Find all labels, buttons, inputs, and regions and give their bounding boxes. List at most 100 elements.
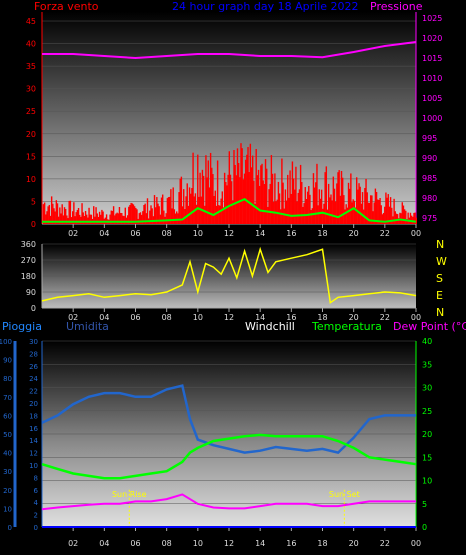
right-tick-label: 1025: [422, 14, 442, 23]
wind-bar: [185, 196, 187, 224]
sun-marker-label: Sun Rise: [112, 490, 147, 499]
wind-bar: [114, 215, 116, 224]
x-tick-label: 10: [193, 539, 203, 548]
wind-bar: [93, 206, 95, 224]
wind-bar: [48, 204, 51, 224]
wind-bar: [45, 214, 47, 224]
humidity-tick-label: 0: [8, 524, 12, 532]
wind-bar: [393, 198, 395, 224]
wind-bar: [95, 207, 97, 224]
wind-bar: [70, 217, 73, 224]
right-tick-label: 990: [422, 154, 437, 163]
wind-bar: [246, 154, 248, 224]
x-tick-label: 00: [411, 313, 421, 322]
wind-bar: [282, 182, 284, 224]
wind-bar: [229, 174, 232, 224]
wind-bar: [269, 183, 271, 224]
rain-tick-label: 6: [34, 487, 39, 495]
rain-tick-label: 24: [29, 375, 38, 383]
wind-bar: [285, 200, 288, 224]
wind-bar: [64, 208, 67, 224]
direction-tick-label: 0: [31, 304, 36, 313]
wind-bar: [387, 194, 389, 224]
wind-bar: [248, 171, 250, 224]
wind-bar: [413, 212, 415, 224]
wind-bar: [109, 214, 111, 224]
rain-tick-label: 10: [29, 462, 38, 470]
wind-bar: [71, 211, 74, 224]
wind-bar: [382, 212, 385, 224]
wind-bar: [398, 218, 400, 224]
wind-bar: [228, 151, 231, 224]
wind-bar: [340, 170, 343, 224]
x-tick-label: 14: [255, 313, 265, 322]
wind-bar: [324, 172, 326, 224]
wind-bar: [149, 210, 151, 224]
wind-bar: [73, 202, 75, 224]
wind-bar: [409, 212, 412, 224]
humidity-tick-label: 30: [3, 468, 12, 476]
wind-bar: [283, 208, 285, 224]
wind-bar: [50, 196, 53, 224]
wind-bar: [206, 177, 208, 224]
wind-bar: [325, 166, 328, 224]
compass-label: S: [436, 272, 443, 285]
wind-bar: [211, 167, 213, 224]
dewpoint-title: Dew Point (°C): [393, 320, 466, 333]
wind-bar: [233, 150, 235, 224]
wind-bar: [156, 197, 158, 224]
wind-bar: [381, 214, 384, 224]
rain-tick-label: 20: [29, 400, 38, 408]
wind-bar: [81, 203, 83, 224]
wind-bar: [145, 213, 148, 224]
wind-bar: [142, 211, 144, 224]
wind-bar: [216, 160, 219, 224]
wind-bar: [347, 182, 350, 224]
wind-bar: [385, 192, 387, 224]
rain-tick-label: 18: [29, 412, 38, 420]
x-tick-label: 12: [224, 313, 234, 322]
wind-bar: [195, 204, 198, 224]
wind-bar: [190, 193, 192, 224]
wind-bar: [403, 209, 406, 224]
wind-bar: [389, 197, 392, 224]
wind-bar: [53, 208, 55, 224]
wind-bar: [346, 207, 349, 224]
wind-bar: [298, 189, 301, 224]
temp-tick-label: 30: [422, 384, 432, 393]
wind-bar: [86, 214, 88, 224]
wind-bar: [386, 197, 388, 224]
wind-bar: [174, 213, 177, 224]
wind-bar: [278, 193, 281, 224]
wind-bar: [361, 192, 364, 224]
wind-bar: [121, 213, 123, 224]
x-tick-label: 16: [286, 313, 296, 322]
wind-bar: [225, 182, 227, 224]
rain-tick-label: 28: [29, 350, 38, 358]
wind-bar: [371, 195, 373, 224]
wind-bar: [240, 143, 242, 224]
x-tick-label: 10: [193, 229, 203, 238]
wind-bar: [158, 206, 160, 224]
temp-tick-label: 0: [422, 523, 427, 532]
wind-bar: [122, 215, 124, 224]
wind-bar: [61, 204, 63, 224]
x-tick-label: 08: [162, 539, 172, 548]
x-tick-label: 18: [317, 539, 327, 548]
wind-bar: [214, 190, 216, 224]
wind-bar: [135, 207, 137, 224]
wind-bar: [261, 163, 263, 224]
wind-bar: [129, 205, 131, 224]
wind-bar: [56, 203, 59, 224]
wind-bar: [365, 178, 367, 224]
wind-bar: [194, 193, 197, 224]
wind-bar: [250, 167, 253, 224]
chart-title: 24 hour graph day 18 Aprile 2022: [172, 0, 359, 13]
wind-bar: [268, 189, 270, 224]
wind-bar: [88, 207, 90, 224]
wind-bar: [380, 205, 382, 224]
wind-bar: [276, 199, 278, 224]
x-tick-label: 18: [317, 229, 327, 238]
humidity-line: [41, 384, 416, 454]
wind-bar: [271, 173, 274, 224]
